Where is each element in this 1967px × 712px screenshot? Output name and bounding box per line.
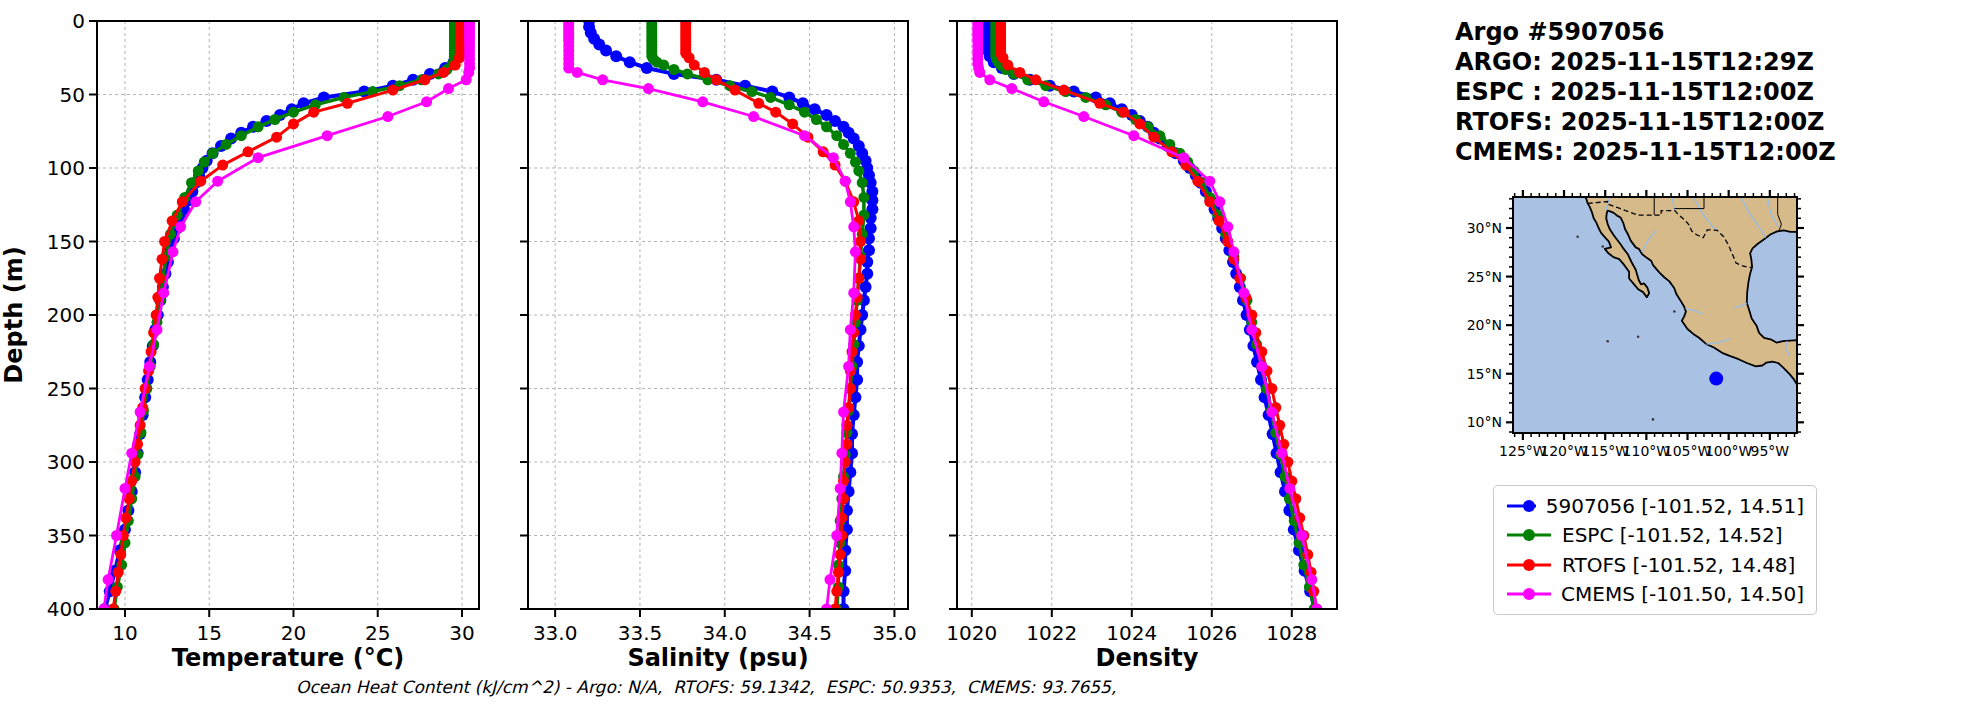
svg-text:150: 150 [47, 230, 85, 254]
xlabel-temperature: Temperature (°C) [172, 644, 405, 672]
location-map: 125°W120°W115°W110°W105°W100°W95°W30°N25… [1467, 190, 1804, 459]
legend-item-argo: 5907056 [-101.52, 14.51] [1506, 491, 1804, 521]
legend: 5907056 [-101.52, 14.51] ESPC [-101.52, … [1493, 485, 1817, 615]
svg-text:10: 10 [112, 621, 137, 645]
legend-line-marker-icon [1506, 587, 1551, 601]
svg-text:250: 250 [47, 377, 85, 401]
argo-timestamp: ARGO: 2025-11-15T12:29Z [1455, 47, 1836, 77]
svg-text:1022: 1022 [1026, 621, 1077, 645]
svg-text:30: 30 [449, 621, 474, 645]
legend-label: RTOFS [-101.52, 14.48] [1562, 553, 1795, 577]
panel-temperature: 1015202530050100150200250300350400 [47, 9, 479, 645]
legend-line-marker-icon [1506, 528, 1552, 542]
svg-text:25°N: 25°N [1467, 269, 1502, 285]
xlabel-salinity: Salinity (psu) [627, 644, 808, 672]
svg-text:33.5: 33.5 [618, 621, 663, 645]
legend-line-marker-icon [1506, 558, 1552, 572]
svg-text:100: 100 [47, 156, 85, 180]
legend-label: 5907056 [-101.52, 14.51] [1546, 494, 1804, 518]
svg-text:30°N: 30°N [1467, 220, 1502, 236]
legend-item-cmems: CMEMS [-101.50, 14.50] [1506, 580, 1804, 610]
svg-text:0: 0 [72, 9, 85, 33]
figure: 101520253005010015020025030035040033.033… [0, 0, 1967, 712]
legend-label: ESPC [-101.52, 14.52] [1562, 523, 1783, 547]
svg-text:34.0: 34.0 [703, 621, 748, 645]
svg-text:10°N: 10°N [1467, 414, 1502, 430]
float-position-marker [1709, 372, 1723, 386]
svg-text:25: 25 [365, 621, 390, 645]
svg-text:33.0: 33.0 [533, 621, 578, 645]
svg-text:1024: 1024 [1106, 621, 1157, 645]
svg-text:15°N: 15°N [1467, 366, 1502, 382]
svg-text:15: 15 [196, 621, 221, 645]
svg-text:35.0: 35.0 [872, 621, 917, 645]
svg-text:350: 350 [47, 524, 85, 548]
svg-text:1026: 1026 [1186, 621, 1237, 645]
legend-item-espc: ESPC [-101.52, 14.52] [1506, 521, 1804, 551]
profile-panels: 101520253005010015020025030035040033.033… [47, 9, 1337, 645]
svg-text:300: 300 [47, 450, 85, 474]
panel-density: 1020 1022 1024 1026 1028 [946, 15, 1337, 645]
float-title: Argo #5907056 [1455, 17, 1836, 47]
xlabel-density: Density [1096, 644, 1199, 672]
espc-timestamp: ESPC : 2025-11-15T12:00Z [1455, 77, 1836, 107]
svg-text:1020: 1020 [946, 621, 997, 645]
legend-line-marker-icon [1506, 499, 1536, 513]
svg-text:50: 50 [60, 83, 85, 107]
svg-text:95°W: 95°W [1750, 443, 1789, 459]
legend-item-rtofs: RTOFS [-101.52, 14.48] [1506, 550, 1804, 580]
svg-text:200: 200 [47, 303, 85, 327]
svg-text:1028: 1028 [1266, 621, 1317, 645]
svg-text:100°W: 100°W [1705, 443, 1753, 459]
svg-text:20°N: 20°N [1467, 317, 1502, 333]
ylabel-depth: Depth (m) [0, 246, 28, 383]
svg-text:34.5: 34.5 [787, 621, 832, 645]
ohc-footnote: Ocean Heat Content (kJ/cm^2) - Argo: N/A… [296, 677, 1116, 697]
legend-label: CMEMS [-101.50, 14.50] [1561, 582, 1804, 606]
panel-salinity: 33.0 33.5 34.0 34.5 35.0 [520, 15, 917, 645]
info-block: Argo #5907056 ARGO: 2025-11-15T12:29Z ES… [1455, 17, 1836, 167]
cmems-timestamp: CMEMS: 2025-11-15T12:00Z [1455, 137, 1836, 167]
svg-text:20: 20 [281, 621, 306, 645]
rtofs-timestamp: RTOFS: 2025-11-15T12:00Z [1455, 107, 1836, 137]
svg-text:400: 400 [47, 597, 85, 621]
